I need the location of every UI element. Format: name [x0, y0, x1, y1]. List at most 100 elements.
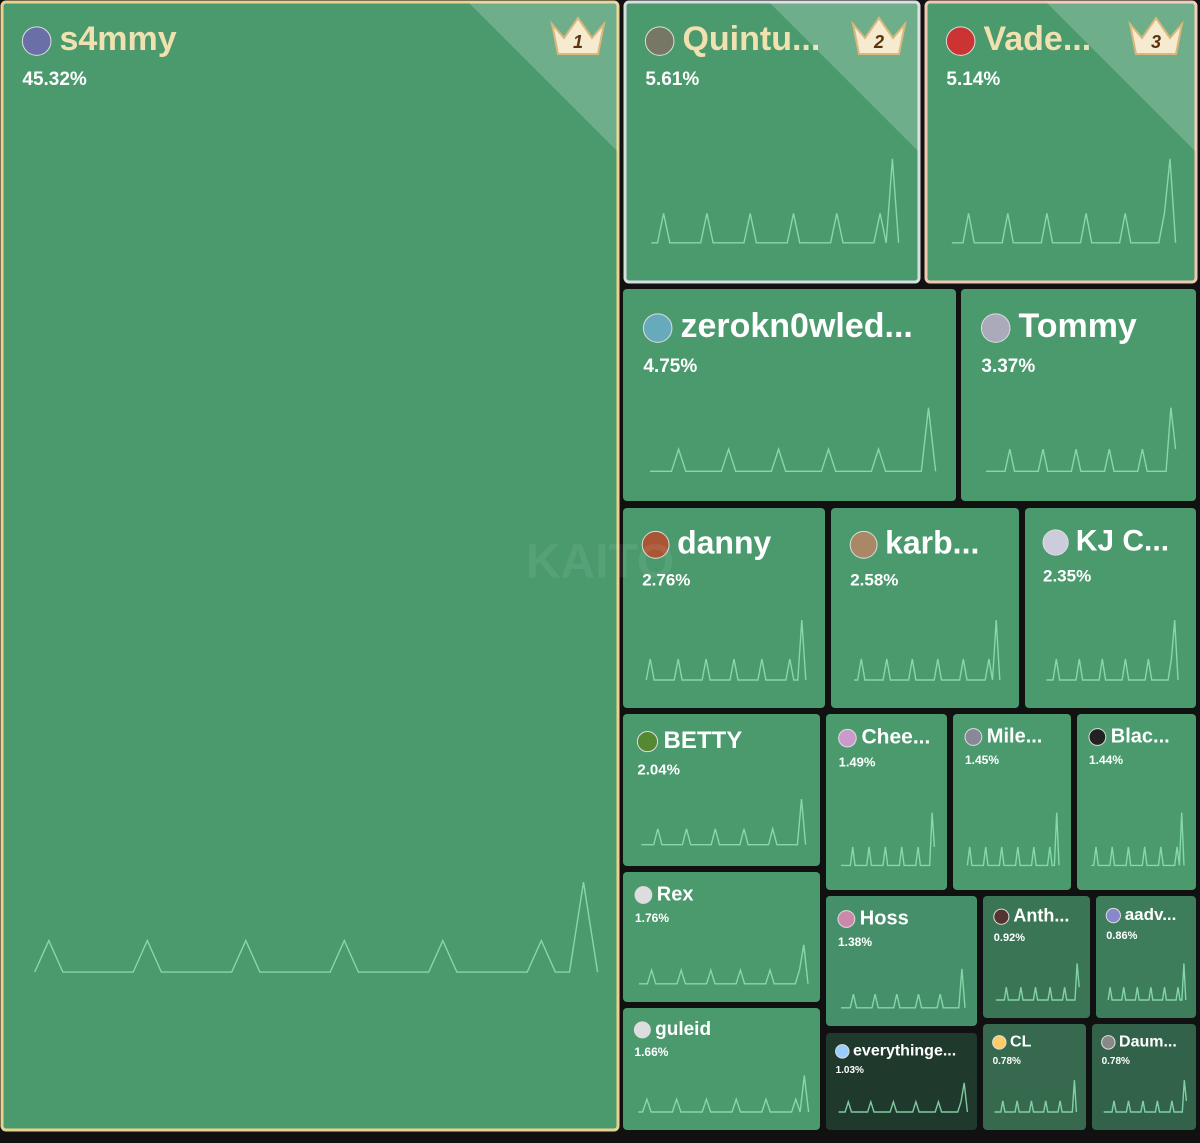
avatar	[838, 728, 857, 748]
avatar	[21, 26, 52, 56]
tile-name: s4mmy	[59, 20, 176, 58]
tile-name: Mile...	[987, 725, 1043, 747]
crown	[851, 16, 907, 55]
tile-rect	[623, 714, 820, 866]
tile: Rex 1.76%	[623, 872, 820, 1002]
tile-value: 1.49%	[839, 755, 876, 770]
tile: danny 2.76%	[623, 508, 825, 708]
avatar	[835, 1044, 850, 1059]
avatar	[642, 313, 673, 343]
tile-name: Blac...	[1111, 725, 1170, 747]
tile-rect	[623, 289, 956, 501]
tile: s4mmy 45.32%	[0, 0, 620, 1132]
tile-rect	[623, 1008, 820, 1130]
tile-value: 5.61%	[645, 69, 699, 90]
sparkline	[638, 1075, 810, 1113]
tile-name: everythinge...	[853, 1043, 956, 1060]
tile-value: 1.45%	[965, 753, 999, 767]
tile-name: Vade...	[983, 20, 1091, 58]
tile: BETTY 2.04%	[623, 714, 820, 866]
sparkline	[951, 158, 1177, 244]
sparkline	[841, 968, 966, 1009]
tile: Blac... 1.44%	[1077, 714, 1196, 890]
tile-value: 0.92%	[994, 932, 1025, 944]
tile-rect	[924, 0, 1198, 284]
tile-value: 1.38%	[838, 935, 872, 949]
avatar	[634, 886, 653, 904]
rank-number: 3	[1151, 32, 1161, 52]
tile-name: Daum...	[1119, 1034, 1177, 1051]
avatar	[1088, 728, 1107, 746]
tile-value: 4.75%	[643, 356, 697, 377]
tile-rect	[831, 508, 1019, 708]
sparkline	[1046, 619, 1179, 681]
tile-rect	[623, 872, 820, 1002]
tile-name: karb...	[885, 524, 979, 560]
avatar	[964, 728, 983, 746]
crown	[550, 16, 606, 55]
tile-value: 1.03%	[836, 1065, 864, 1076]
tile: Quintu... 5.61%	[623, 0, 921, 284]
tile-name: danny	[677, 524, 771, 560]
sparkline	[645, 619, 807, 681]
avatar	[993, 908, 1010, 925]
tile: guleid 1.66%	[623, 1008, 820, 1130]
tile-value: 1.44%	[1089, 753, 1123, 767]
tile-value: 1.76%	[635, 911, 669, 925]
tile: Mile... 1.45%	[953, 714, 1071, 890]
tile-rect	[1092, 1024, 1196, 1130]
sparkline	[853, 619, 1001, 681]
tile-name: zerokn0wled...	[680, 307, 912, 345]
sparkline	[966, 812, 1060, 867]
tile-value: 1.66%	[634, 1045, 668, 1059]
tile: karb... 2.58%	[831, 508, 1019, 708]
avatar	[992, 1035, 1007, 1050]
avatar	[636, 731, 659, 753]
sparkline	[638, 944, 809, 985]
avatar	[837, 910, 856, 928]
sparkline	[34, 881, 599, 973]
tile-rect	[826, 714, 947, 890]
tile-name: Chee...	[861, 726, 930, 749]
avatar	[945, 26, 976, 56]
tile: aadv... 0.86%	[1096, 896, 1196, 1018]
tile-name: guleid	[655, 1019, 711, 1040]
tile-rect	[1025, 508, 1196, 708]
tile-name: aadv...	[1125, 905, 1177, 924]
tile: Tommy 3.37%	[961, 289, 1196, 501]
sparkline	[986, 407, 1177, 473]
sparkline	[1103, 1080, 1188, 1113]
sparkline	[1107, 963, 1187, 1001]
tile: KJ C... 2.35%	[1025, 508, 1196, 708]
sparkline	[838, 1082, 969, 1113]
tile-value: 5.14%	[946, 69, 1000, 90]
tile-name: Tommy	[1018, 307, 1136, 345]
tile: zerokn0wled... 4.75%	[623, 289, 956, 501]
avatar	[849, 530, 878, 559]
avatar	[1042, 529, 1069, 556]
rank-number: 2	[873, 32, 884, 52]
sparkline	[841, 812, 936, 867]
tile-value: 0.78%	[993, 1056, 1021, 1067]
tile-name: BETTY	[664, 727, 743, 754]
tile-rect	[983, 896, 1090, 1018]
sparkline	[995, 963, 1080, 1001]
sparkline	[651, 158, 900, 244]
tile-value: 2.76%	[642, 570, 690, 589]
tile-rect	[1096, 896, 1196, 1018]
tile-rect	[623, 0, 921, 284]
tile-name: Hoss	[860, 907, 909, 929]
tile-name: Rex	[657, 883, 694, 905]
tile-rect	[826, 896, 977, 1026]
rank-number: 1	[573, 32, 583, 52]
tile-name: KJ C...	[1076, 524, 1169, 557]
avatar	[644, 26, 675, 56]
tile-value: 45.32%	[22, 69, 87, 90]
avatar	[1101, 1035, 1116, 1050]
tile: Hoss 1.38%	[826, 896, 977, 1026]
tile-rect	[0, 0, 620, 1132]
tile-name: Quintu...	[682, 20, 820, 58]
tile-rect	[953, 714, 1071, 890]
avatar	[633, 1021, 651, 1039]
